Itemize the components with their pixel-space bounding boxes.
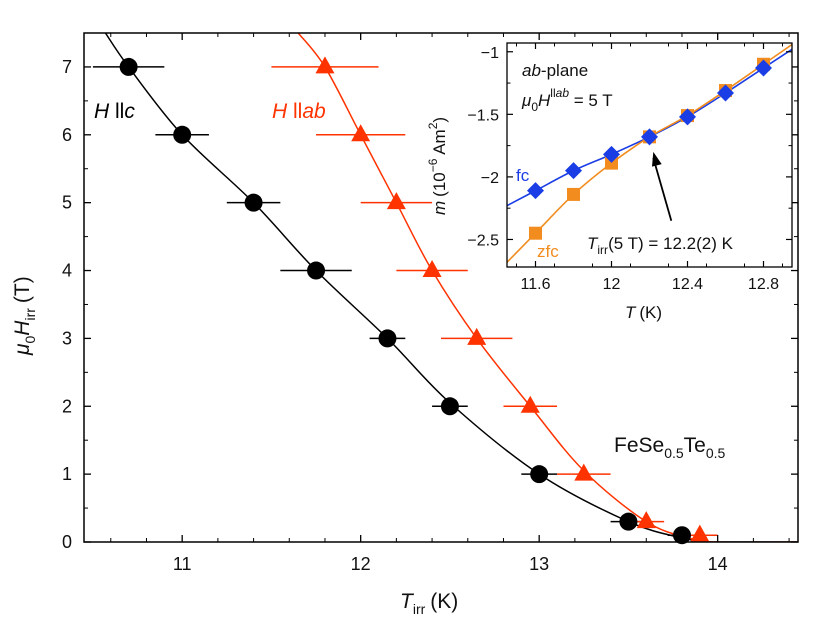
inset-series-label-fc: fc [516,166,530,185]
tirr-annotation: Tirr(5 T) = 12.2(2) K [587,234,734,257]
arrow-head [652,151,662,167]
inset-data-points [527,57,772,240]
main-plot-frame [83,32,799,543]
inset-point-fc [679,108,696,126]
inset-y-axis-title: m(10−6 Am2) [426,117,449,215]
data-point-h-ll-ab [574,463,594,481]
inset-y-tick-label: −2 [481,170,499,187]
inset-point-zfc [529,226,542,240]
inset-x-tick-label: 12.4 [672,276,703,293]
inset-y-tick-label: −1 [481,45,499,62]
data-point-h-ll-ab [351,124,371,142]
data-point-h-ll-ab [690,524,710,542]
main-y-axis-title: μ0Hirr(T) [11,276,38,356]
y-tick-label: 6 [62,125,72,145]
data-point-h-ll-c [173,125,192,144]
inset-x-axis-title: T (K) [625,303,662,322]
inset-plane-label: ab-plane [522,61,588,80]
data-point-h-ll-c [244,193,263,212]
inset-point-fc [565,162,582,180]
y-tick-label: 4 [62,261,72,281]
series-label-h-parallel-c: H llc [94,100,135,123]
y-tick-label: 5 [62,193,72,213]
data-point-h-ll-c [440,397,459,416]
x-tick-label: 12 [351,554,371,574]
inset-x-tick-label: 12 [603,276,621,293]
inset-y-tick-label: −2.5 [467,232,499,249]
inset-axis-ticks: 11.6 12 12.4 12.8 −1 −1.5 −2 −2.5 [467,43,792,293]
y-tick-label: 2 [62,396,72,416]
inset-x-tick-label: 12.8 [748,276,779,293]
inset-point-fc [527,182,544,200]
series-label-h-parallel-ab: H llab [272,100,326,123]
y-tick-label: 7 [62,57,72,77]
x-tick-label: 11 [173,554,192,574]
data-point-h-ll-ab [315,56,335,74]
data-point-h-ll-c [672,526,691,545]
data-point-h-ll-c [307,261,326,280]
inset-point-zfc [605,156,618,170]
data-point-h-ll-ab [422,259,442,277]
data-point-h-ll-c [530,465,549,484]
tirr-arrow [652,151,673,221]
inset-point-fc [641,128,658,146]
inset-x-tick-label: 11.6 [521,276,551,293]
y-tick-label: 0 [62,532,72,552]
inset-plot-frame [506,42,793,268]
inset-plot: 11.6 12 12.4 12.8 −1 −1.5 −2 −2.5 ab-plane μ0Hl… [426,42,793,322]
main-x-axis-title: Tirr (K) [400,590,458,617]
arrow-shaft [652,157,673,221]
inset-y-tick-label: −1.5 [467,107,499,124]
compound-label: FeSe0.5Te0.5 [614,434,726,461]
y-tick-label: 1 [62,464,72,484]
data-point-h-ll-ab [520,395,540,413]
inset-series-label-zfc: zfc [537,242,559,261]
x-tick-label: 14 [708,554,728,574]
data-point-h-ll-c [619,512,638,531]
y-tick-label: 3 [62,328,72,348]
data-point-h-ll-c [119,57,138,76]
inset-point-fc [717,84,734,102]
inset-point-fc [603,145,620,163]
inset-field-label: μ0Hllab = 5 T [521,86,613,114]
data-point-h-ll-ab [386,192,406,210]
inset-point-fc [755,59,772,77]
data-point-h-ll-ab [636,511,656,529]
main-data-points [119,56,710,545]
inset-point-zfc [567,187,580,201]
data-point-h-ll-ab [467,327,487,345]
x-tick-label: 13 [529,554,549,574]
data-point-h-ll-c [378,329,397,348]
